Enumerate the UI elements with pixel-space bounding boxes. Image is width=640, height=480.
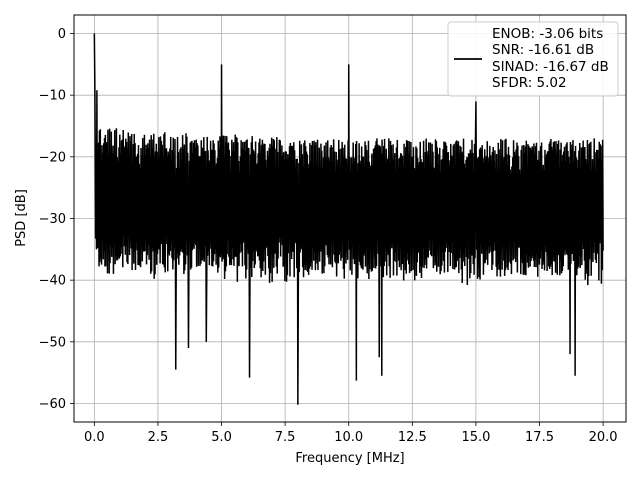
x-tick-label: 2.5: [148, 430, 169, 445]
legend-box: [447, 21, 619, 97]
legend: ENOB: -3.06 bits SNR: -16.61 dB SINAD: -…: [447, 21, 619, 97]
legend-line-snr: SNR: -16.61 dB: [492, 42, 594, 58]
plot-area: [93, 33, 604, 405]
series-line-psd: [93, 33, 604, 405]
x-tick-label: 12.5: [398, 430, 427, 445]
x-tick-label: 5.0: [211, 430, 232, 445]
x-tick-label: 7.5: [275, 430, 296, 445]
legend-line-sinad: SINAD: -16.67 dB: [492, 59, 609, 75]
y-tick-label: −20: [39, 150, 66, 165]
x-tick-label: 0.0: [84, 430, 105, 445]
y-axis-label: PSD [dB]: [14, 189, 29, 247]
y-tick-label: −40: [39, 274, 66, 289]
y-tick-label: 0: [58, 27, 66, 42]
x-axis-label: Frequency [MHz]: [295, 451, 404, 466]
y-tick-label: −50: [39, 335, 66, 350]
y-tick-label: −10: [39, 89, 66, 104]
x-tick-label: 17.5: [525, 430, 554, 445]
legend-line-sfdr: SFDR: 5.02: [492, 75, 567, 91]
y-tick-label: −60: [39, 397, 66, 412]
y-axis-ticks: 0 −10 −20 −30 −40 −50 −60: [39, 27, 74, 412]
x-tick-label: 20.0: [589, 430, 618, 445]
x-tick-label: 10.0: [334, 430, 363, 445]
legend-line-enob: ENOB: -3.06 bits: [492, 26, 603, 42]
x-tick-label: 15.0: [461, 430, 490, 445]
y-tick-label: −30: [39, 212, 66, 227]
x-axis-ticks: 0.0 2.5 5.0 7.5 10.0 12.5 15.0 17.5 20.0: [84, 422, 618, 445]
